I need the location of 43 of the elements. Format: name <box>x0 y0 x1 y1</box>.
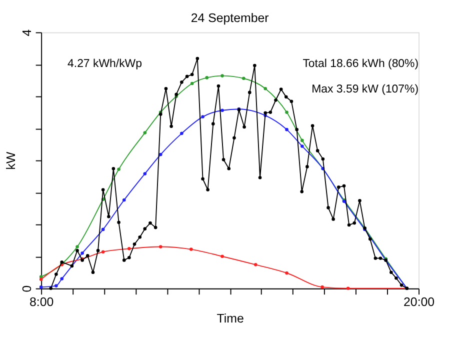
y-tick-label: 4 <box>20 29 34 36</box>
point <box>39 275 43 278</box>
point <box>54 284 58 288</box>
annotation: Max 3.59 kW (107%) <box>312 83 419 96</box>
y-axis-title: kW <box>4 152 18 170</box>
point <box>190 82 194 86</box>
point <box>264 86 268 90</box>
point <box>346 286 350 290</box>
annotation: Total 18.66 kWh (80%) <box>302 58 419 70</box>
point <box>101 250 105 254</box>
point <box>285 110 288 114</box>
point <box>300 138 304 142</box>
point <box>201 115 204 118</box>
point <box>180 132 184 136</box>
point <box>128 247 131 250</box>
point <box>101 228 105 232</box>
point <box>143 131 147 134</box>
point <box>220 74 224 78</box>
point <box>143 172 147 176</box>
point <box>254 263 258 266</box>
point <box>80 251 84 255</box>
point <box>285 271 288 275</box>
point <box>220 108 224 112</box>
point <box>285 128 288 132</box>
point <box>220 254 224 258</box>
x-axis-title: Time <box>216 311 244 326</box>
x-tick-label: 20:00 <box>404 295 435 310</box>
point <box>39 285 43 289</box>
annotation: 4.27 kWh/kWp <box>68 58 142 70</box>
point <box>189 248 193 251</box>
y-tick-label: 0 <box>20 285 34 292</box>
point <box>320 285 324 289</box>
point <box>300 144 304 148</box>
point <box>60 277 64 280</box>
point <box>122 198 126 202</box>
point <box>39 278 43 282</box>
point <box>242 76 246 80</box>
chart-title: 24 September <box>190 11 269 26</box>
point <box>117 168 120 171</box>
x-tick-label: 8:00 <box>29 295 54 310</box>
point <box>76 245 79 248</box>
point <box>205 76 209 80</box>
point <box>158 245 162 248</box>
